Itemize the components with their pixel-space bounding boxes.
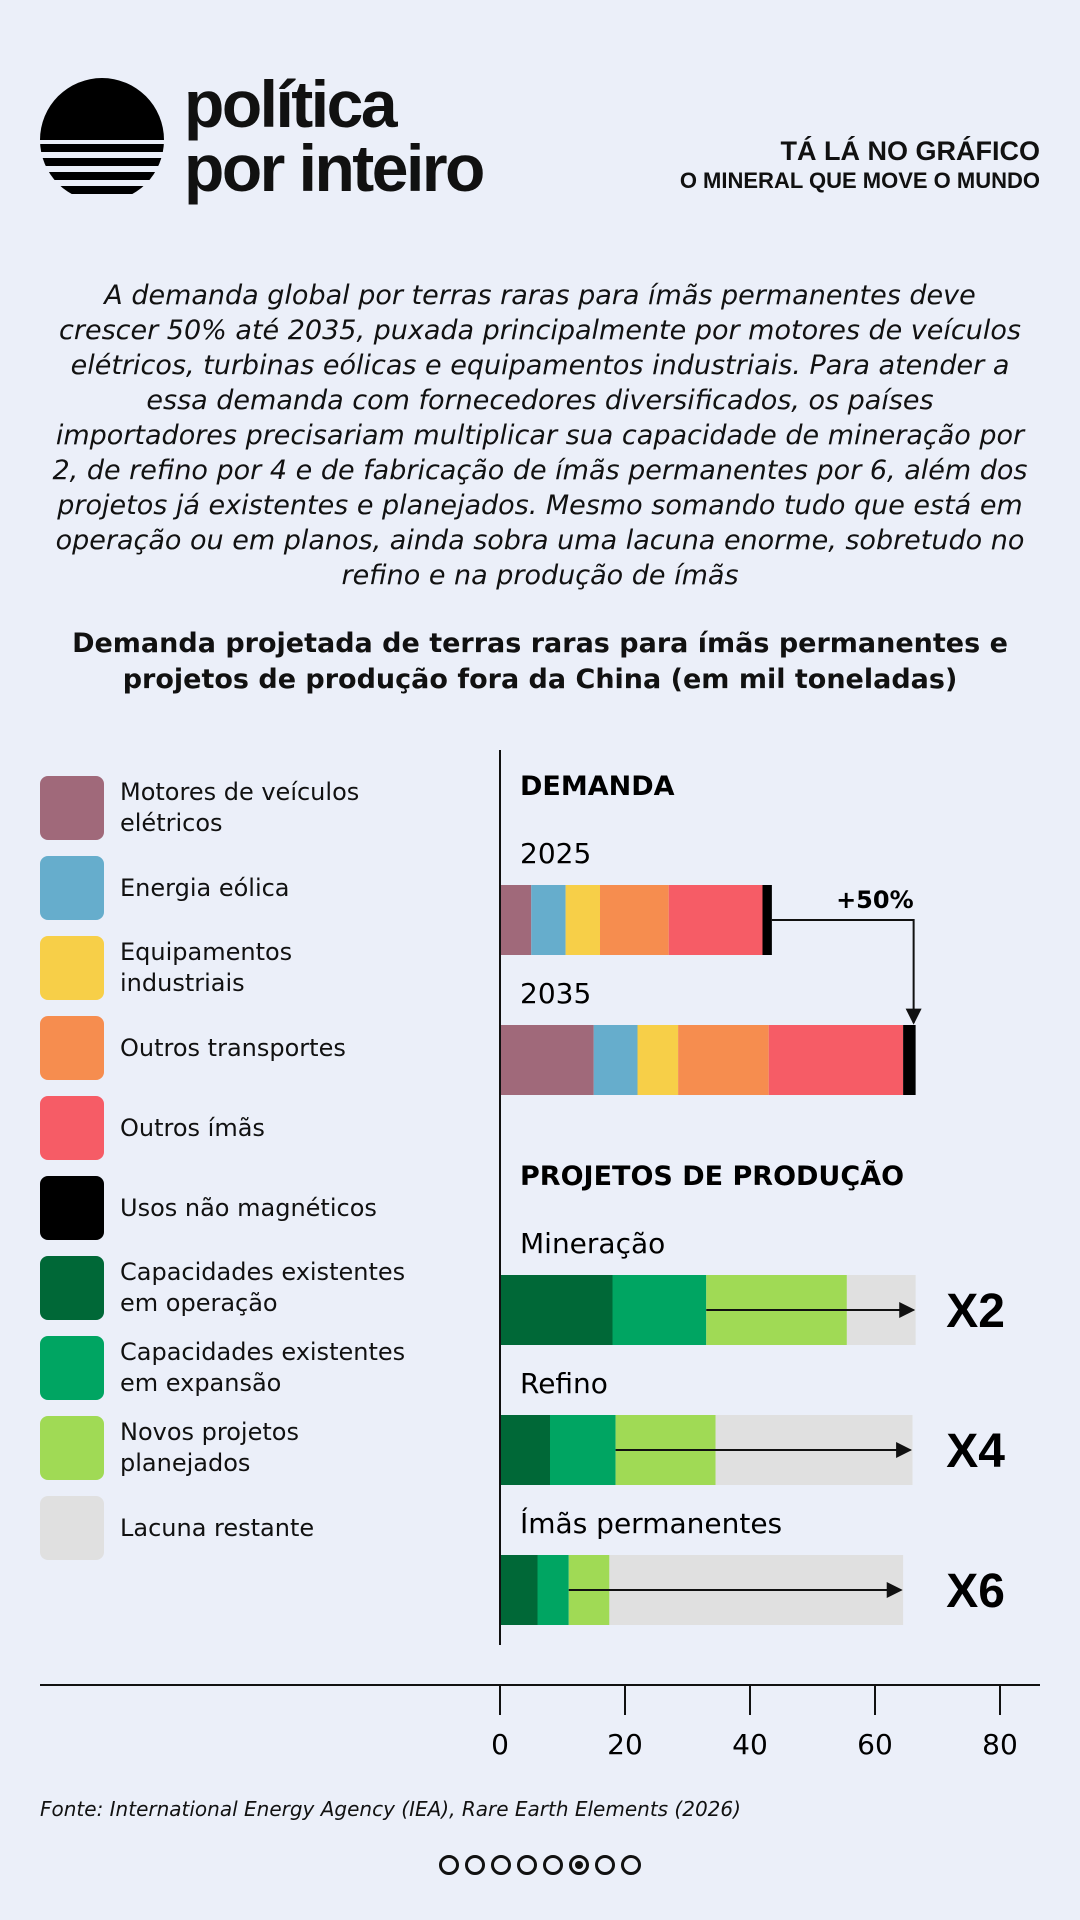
legend-item: Outros ímãs [40, 1088, 420, 1168]
page-dot[interactable] [439, 1855, 459, 1875]
bar-segment [678, 1025, 769, 1095]
bar-segment [537, 1555, 569, 1625]
legend-item: Energia eólica [40, 848, 420, 928]
legend-item: Usos não magnéticos [40, 1168, 420, 1248]
bar-category-label: 2035 [520, 977, 591, 1010]
bar-segment [612, 1275, 707, 1345]
bar-segment [550, 1415, 616, 1485]
legend-label: Usos não magnéticos [120, 1193, 377, 1222]
bar-segment [637, 1025, 679, 1095]
kicker-subtitle: O MINERAL QUE MOVE O MUNDO [679, 168, 1040, 193]
bar-segment [500, 1275, 613, 1345]
source-note: Fonte: International Energy Agency (IEA)… [40, 1797, 741, 1821]
multiplier-label: X2 [946, 1285, 1005, 1338]
legend-item: Lacuna restante [40, 1488, 420, 1568]
legend-label: Capacidades existentes em expansão [120, 1338, 406, 1397]
legend-swatch [40, 1096, 104, 1160]
brand-name-line1: política [184, 67, 398, 141]
page-dot[interactable] [491, 1855, 511, 1875]
kicker: TÁ LÁ NO GRÁFICO O MINERAL QUE MOVE O MU… [680, 136, 1040, 194]
x-tick-label: 40 [732, 1728, 768, 1761]
bar-segment [565, 885, 600, 955]
legend-item: Motores de veículos elétricos [40, 768, 420, 848]
legend-item: Capacidades existentes em expansão [40, 1328, 420, 1408]
bar-segment [600, 885, 669, 955]
brand-name: política por inteiro [184, 67, 485, 205]
x-tick-label: 20 [607, 1728, 643, 1761]
legend-label: Outros ímãs [120, 1113, 265, 1142]
pagination-dots [0, 1855, 1080, 1875]
legend-item: Outros transportes [40, 1008, 420, 1088]
intro-paragraph: A demanda global por terras raras para í… [52, 280, 1028, 591]
legend: Motores de veículos elétricos Energia eól… [40, 768, 420, 1568]
page-dot[interactable] [517, 1855, 537, 1875]
section-label-demand: DEMANDA [520, 771, 675, 802]
bar-segment [593, 1025, 638, 1095]
legend-label: Capacidades existentes em operação [120, 1258, 406, 1317]
legend-item: Capacidades existentes em operação [40, 1248, 420, 1328]
legend-label: Lacuna restante [120, 1513, 315, 1542]
page-dot[interactable] [543, 1855, 563, 1875]
legend-swatch [40, 856, 104, 920]
bar-category-label: Ímãs permanentes [520, 1506, 782, 1540]
legend-swatch [40, 1016, 104, 1080]
legend-swatch [40, 1416, 104, 1480]
legend-label: Energia eólica [120, 873, 290, 902]
kicker-title: TÁ LÁ NO GRÁFICO [780, 136, 1040, 166]
growth-label: +50% [836, 886, 914, 914]
bar-segment [668, 885, 763, 955]
bar-category-label: 2025 [520, 837, 591, 870]
legend-label: Novos projetos planejados [120, 1418, 299, 1477]
legend-swatch [40, 936, 104, 1000]
growth-arrow [771, 919, 922, 1025]
multiplier-label: X4 [946, 1425, 1005, 1478]
brand-name-line2: por inteiro [184, 131, 485, 205]
x-tick-label: 80 [982, 1728, 1018, 1761]
page-dot[interactable] [569, 1855, 589, 1875]
legend-label: Equipamentos industriais [120, 938, 293, 997]
bar-category-label: Mineração [520, 1227, 665, 1260]
legend-item: Novos projetos planejados [40, 1408, 420, 1488]
legend-label: Outros transportes [120, 1033, 346, 1062]
bar-segment [762, 885, 772, 955]
page-dot[interactable] [465, 1855, 485, 1875]
legend-swatch [40, 1176, 104, 1240]
chart: DEMANDA 2025 2035 +50% PROJETOS DE PRODUÇÃO M… [40, 750, 1040, 1761]
bar-segment [768, 1025, 904, 1095]
bar-segment [903, 1025, 916, 1095]
legend-swatch [40, 1256, 104, 1320]
brand-logo [38, 76, 166, 204]
multiplier-label: X6 [946, 1565, 1005, 1618]
legend-swatch [40, 1496, 104, 1560]
chart-title: Demanda projetada de terras raras para í… [72, 628, 1008, 695]
bar-category-label: Refino [520, 1367, 608, 1400]
bar-segment [531, 885, 566, 955]
page-dot[interactable] [621, 1855, 641, 1875]
bar-segment [500, 1415, 550, 1485]
legend-label: Motores de veículos elétricos [120, 778, 360, 837]
legend-swatch [40, 776, 104, 840]
legend-item: Equipamentos industriais [40, 928, 420, 1008]
x-tick-label: 60 [857, 1728, 893, 1761]
bar-segment [500, 885, 532, 955]
section-label-production: PROJETOS DE PRODUÇÃO [520, 1160, 904, 1192]
bar-segment [500, 1555, 538, 1625]
page-dot[interactable] [595, 1855, 615, 1875]
legend-swatch [40, 1336, 104, 1400]
bar-segment [500, 1025, 594, 1095]
x-tick-label: 0 [491, 1728, 509, 1761]
